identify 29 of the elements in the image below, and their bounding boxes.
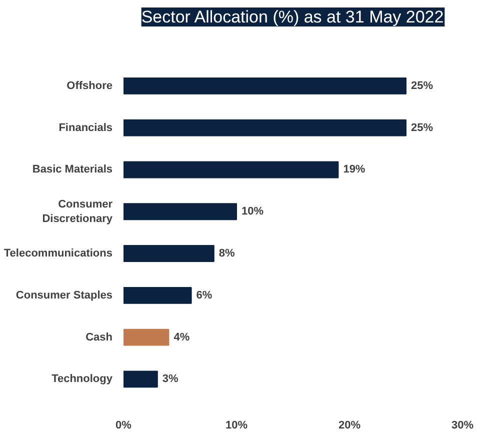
data-label: 6% bbox=[196, 289, 212, 302]
data-label: 3% bbox=[162, 373, 179, 386]
data-label: 4% bbox=[174, 331, 190, 344]
data-label: 8% bbox=[218, 248, 236, 260]
x-tick-label: 30% bbox=[451, 420, 474, 432]
bar bbox=[124, 370, 158, 388]
bar bbox=[124, 161, 339, 178]
bar bbox=[124, 119, 406, 136]
data-label: 19% bbox=[343, 164, 366, 176]
bar bbox=[124, 286, 192, 304]
x-tick-label: 0% bbox=[116, 420, 132, 432]
y-tick-label: Telecommunications bbox=[4, 248, 113, 260]
y-tick-label: Consumer Staples bbox=[16, 289, 113, 302]
data-label: 25% bbox=[411, 122, 434, 134]
x-tick-label: 10% bbox=[225, 420, 248, 432]
y-tick-label: Technology bbox=[52, 373, 114, 386]
bar bbox=[124, 245, 214, 262]
bar bbox=[124, 77, 406, 94]
chart-title: Sector Allocation (%) as at 31 May 2022 bbox=[141, 8, 444, 26]
bar bbox=[124, 328, 170, 346]
y-tick-label: Basic Materials bbox=[32, 164, 113, 176]
y-tick-label: Financials bbox=[58, 122, 112, 134]
data-label: 25% bbox=[411, 80, 434, 92]
x-tick-label: 20% bbox=[338, 420, 361, 432]
y-tick-label: Offshore bbox=[66, 80, 113, 92]
y-tick-label: Cash bbox=[86, 331, 113, 344]
bar bbox=[124, 203, 237, 220]
data-label: 10% bbox=[242, 206, 264, 218]
y-tick-label: Consumer Discretionary bbox=[42, 198, 114, 225]
